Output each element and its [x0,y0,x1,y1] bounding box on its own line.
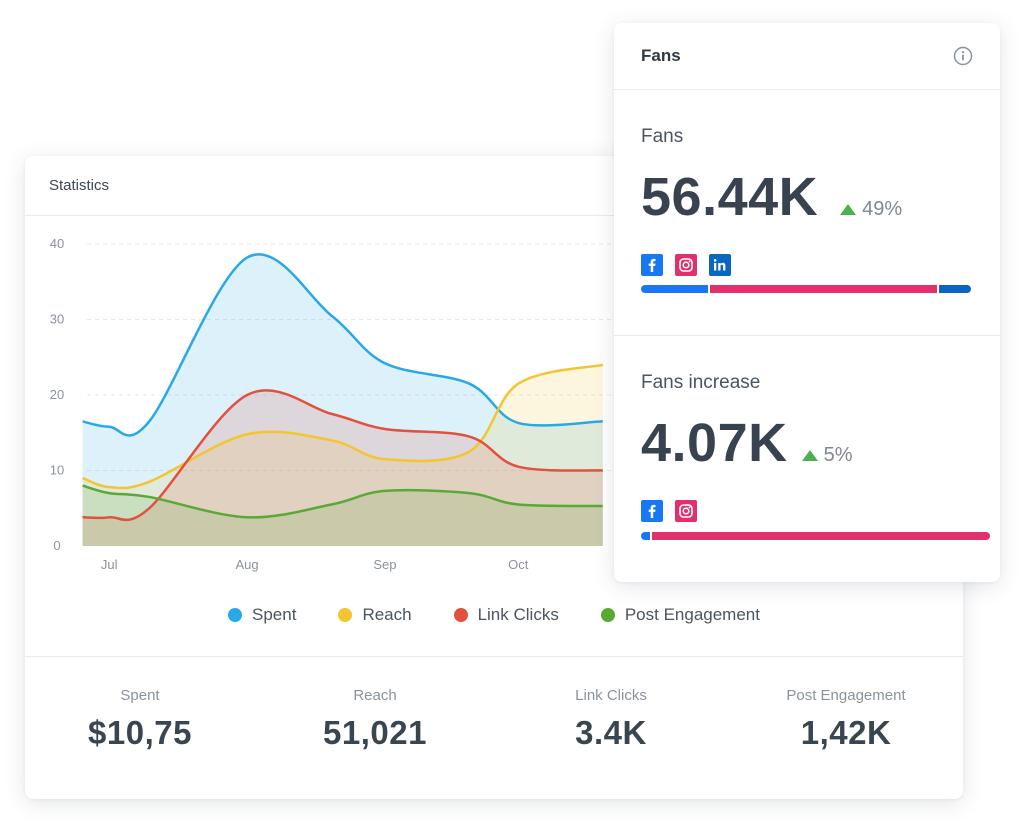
fans-total-networks [641,254,1000,276]
summary-link-clicks-label: Link Clicks [575,687,647,704]
fans-increase-share-bar [641,532,990,540]
legend-dot-post-engagement [600,608,615,622]
summary-spent-label: Spent [120,687,160,704]
series-line-reach [82,363,604,490]
x-tick-label: Jul [101,557,118,572]
fans-total-value: 56.44K [641,167,819,227]
fans-increase-section: Fans increase 4.07K 5% [614,336,1000,582]
statistics-summary: Spent $10,75 Reach 51,021 Link Clicks 3.… [25,656,963,799]
fans-increase-delta-value: 5% [823,444,853,466]
trend-up-icon [801,450,818,461]
fans-increase-delta: 5% [801,444,853,467]
share-segment-instagram [707,285,938,293]
series-area-reach [82,364,603,546]
fans-card: Fans Fans 56.44K 49% [614,23,1000,582]
summary-link-clicks-value: 3.4K [575,714,647,751]
summary-link-clicks: Link Clicks 3.4K [501,687,721,752]
trend-up-icon [840,204,857,215]
fans-total-section: Fans 56.44K 49% [614,90,1000,336]
series-line-link-clicks [82,389,603,522]
series-line-post-engagement [82,484,603,519]
y-tick-label: 20 [50,387,64,402]
series-area-spent [82,254,603,546]
fans-increase-label: Fans increase [641,372,761,393]
fans-header: Fans [614,23,1000,90]
summary-reach-value: 51,021 [323,714,427,751]
legend-label-reach: Reach [362,605,412,624]
statistics-title: Statistics [49,177,110,194]
fans-total-label: Fans [641,126,684,147]
legend-item-spent[interactable]: Spent [228,605,296,625]
y-tick-label: 40 [50,236,64,251]
summary-spent: Spent $10,75 [30,687,250,752]
share-segment-facebook [641,532,650,540]
statistics-chart: 0 10 20 30 40 Jul Aug Sep Oct [50,236,963,572]
y-tick-label: 10 [50,463,64,478]
summary-post-engagement-label: Post Engagement [786,687,906,704]
y-tick-label: 30 [50,312,64,327]
info-icon[interactable] [953,46,973,66]
summary-reach-label: Reach [353,687,397,704]
fans-increase-row: 4.07K 5% [641,412,1000,474]
x-tick-label: Oct [508,557,529,572]
fans-total-delta: 49% [840,198,902,221]
x-tick-label: Sep [373,557,396,572]
fans-total-row: 56.44K 49% [641,166,1000,228]
instagram-icon [675,254,697,276]
fans-increase-value: 4.07K [641,413,788,473]
fans-total-share-bar [641,285,971,293]
x-tick-label: Aug [235,557,258,572]
summary-post-engagement: Post Engagement 1,42K [736,687,956,752]
legend-dot-link-clicks [453,608,468,622]
legend-label-spent: Spent [252,605,297,624]
legend-dot-spent [228,608,242,622]
legend-item-reach[interactable]: Reach [338,605,412,625]
legend-item-post-engagement[interactable]: Post Engagement [600,605,760,625]
summary-reach: Reach 51,021 [265,687,485,752]
share-segment-instagram [649,532,990,540]
instagram-icon [675,500,697,522]
linkedin-icon [709,254,731,276]
series-area-post-engagement [82,485,603,546]
fans-increase-networks [641,500,1000,522]
summary-post-engagement-value: 1,42K [800,714,892,751]
legend-dot-reach [338,608,353,622]
legend-label-post-engagement: Post Engagement [624,605,760,624]
facebook-icon [641,500,663,522]
y-tick-label: 0 [53,538,60,553]
share-segment-linkedin [937,285,971,293]
legend-item-link-clicks[interactable]: Link Clicks [453,605,559,625]
facebook-icon [641,254,663,276]
statistics-header: Statistics [25,156,963,216]
share-segment-facebook [641,285,708,293]
chart-legend: Spent Reach Link Clicks Post Engagement [25,605,963,625]
fans-title: Fans [641,46,681,65]
summary-spent-value: $10,75 [88,714,192,751]
fans-total-delta-value: 49% [862,198,903,220]
legend-label-link-clicks: Link Clicks [477,605,559,624]
